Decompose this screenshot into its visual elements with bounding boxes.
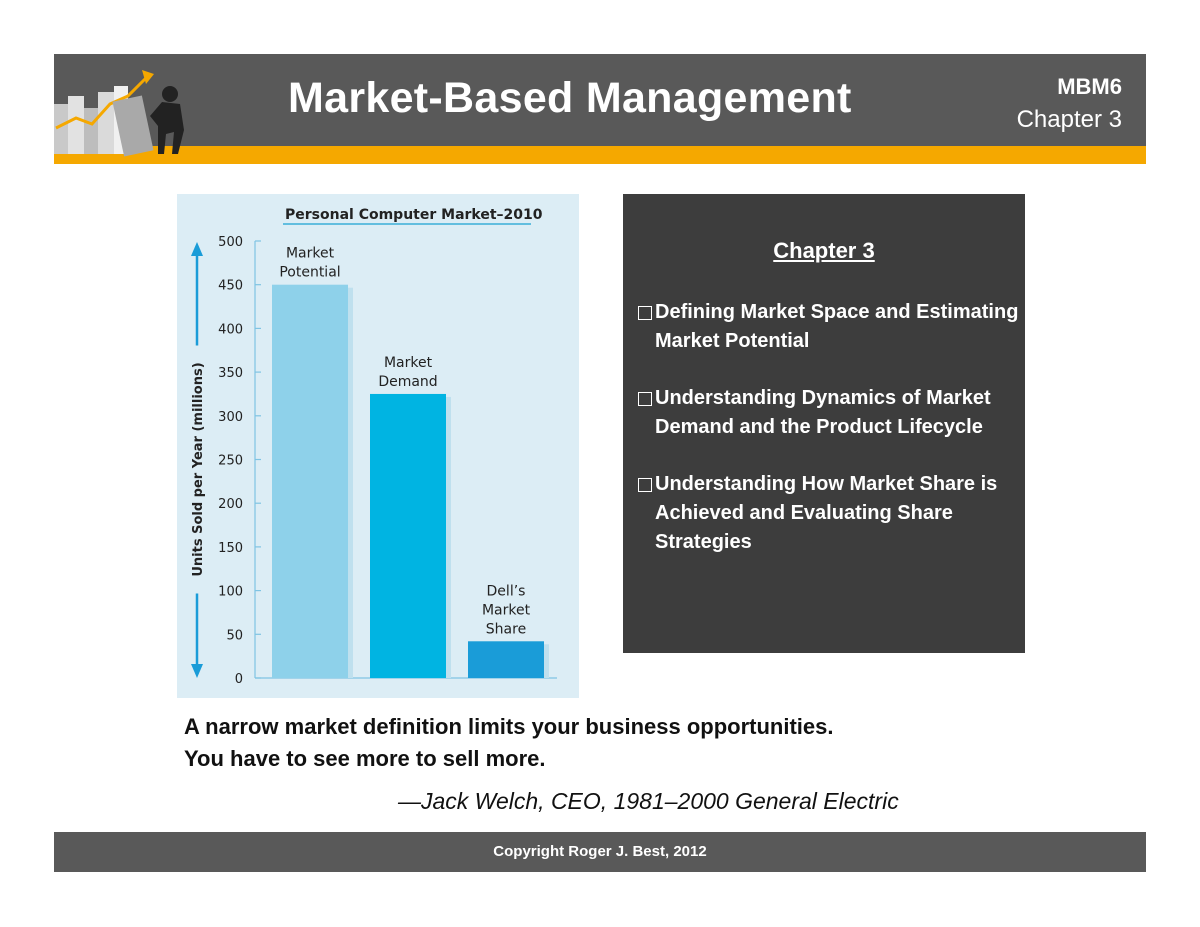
bar-chart: Personal Computer Market–2010 0 50 100 150 20… <box>188 207 557 687</box>
y-tick-label: 300 <box>218 410 243 425</box>
bullet-list: Defining Market Space and Estimating Mar… <box>636 298 1021 585</box>
bar-shadow <box>544 644 549 678</box>
bullet-item: Defining Market Space and Estimating Mar… <box>636 298 1021 356</box>
y-tick-label: 0 <box>235 672 243 687</box>
bullet-text: Understanding How Market Share is Achiev… <box>655 473 998 553</box>
bar-label: Demand <box>378 374 437 390</box>
checkbox-bullet-icon <box>638 478 652 492</box>
quote: A narrow market definition limits your b… <box>184 711 834 775</box>
quote-line-2: You have to see more to sell more. <box>184 746 546 771</box>
y-tick-label: 200 <box>218 497 243 512</box>
bullet-item: Understanding How Market Share is Achiev… <box>636 470 1021 557</box>
footer: Copyright Roger J. Best, 2012 <box>54 832 1146 872</box>
bar-label: Market <box>384 355 433 371</box>
arrow-up-icon <box>191 242 203 256</box>
header-accent-bar <box>54 146 1146 164</box>
chart-title: Personal Computer Market–2010 <box>285 207 543 223</box>
y-tick-label: 450 <box>218 279 243 294</box>
bar-shadow <box>348 287 353 678</box>
bullet-item: Understanding Dynamics of Market Demand … <box>636 384 1021 442</box>
checkbox-bullet-icon <box>638 392 652 406</box>
marketing-push-icon <box>54 70 184 157</box>
chapter-panel: Chapter 3 Defining Market Space and Esti… <box>623 194 1025 653</box>
y-tick-label: 50 <box>226 628 243 643</box>
bar-label: Potential <box>279 265 340 281</box>
bullet-text: Understanding Dynamics of Market Demand … <box>655 387 991 438</box>
y-tick-label: 500 <box>218 235 243 250</box>
chart-panel: Personal Computer Market–2010 0 50 100 150 20… <box>177 194 579 698</box>
y-tick-label: 150 <box>218 541 243 556</box>
bar <box>468 641 544 678</box>
page-title: Market-Based Management <box>288 74 852 122</box>
arrow-down-icon <box>191 664 203 678</box>
chapter-label: Chapter 3 <box>1016 106 1122 133</box>
y-tick-label: 400 <box>218 322 243 337</box>
y-label-backdrop <box>188 345 206 594</box>
checkbox-bullet-icon <box>638 306 652 320</box>
course-code: MBM6 <box>1057 74 1122 99</box>
quote-line-1: A narrow market definition limits your b… <box>184 714 834 739</box>
y-tick-label: 100 <box>218 585 243 600</box>
bar <box>272 284 348 678</box>
bar-shadow <box>446 396 451 678</box>
y-axis-label: Units Sold per Year (millions) <box>191 362 206 576</box>
header-banner <box>54 54 1146 146</box>
bar-label: Market <box>482 602 531 618</box>
bullet-text: Defining Market Space and Estimating Mar… <box>655 301 1019 352</box>
y-tick-label: 350 <box>218 366 243 381</box>
quote-attribution: —Jack Welch, CEO, 1981–2000 General Elec… <box>398 788 899 814</box>
bar-label: Share <box>486 621 526 637</box>
panel-title: Chapter 3 <box>773 238 875 263</box>
bar-label: Dell’s <box>487 583 526 599</box>
y-tick-label: 250 <box>218 454 243 469</box>
bar <box>370 393 446 678</box>
bar-label: Market <box>286 246 335 262</box>
